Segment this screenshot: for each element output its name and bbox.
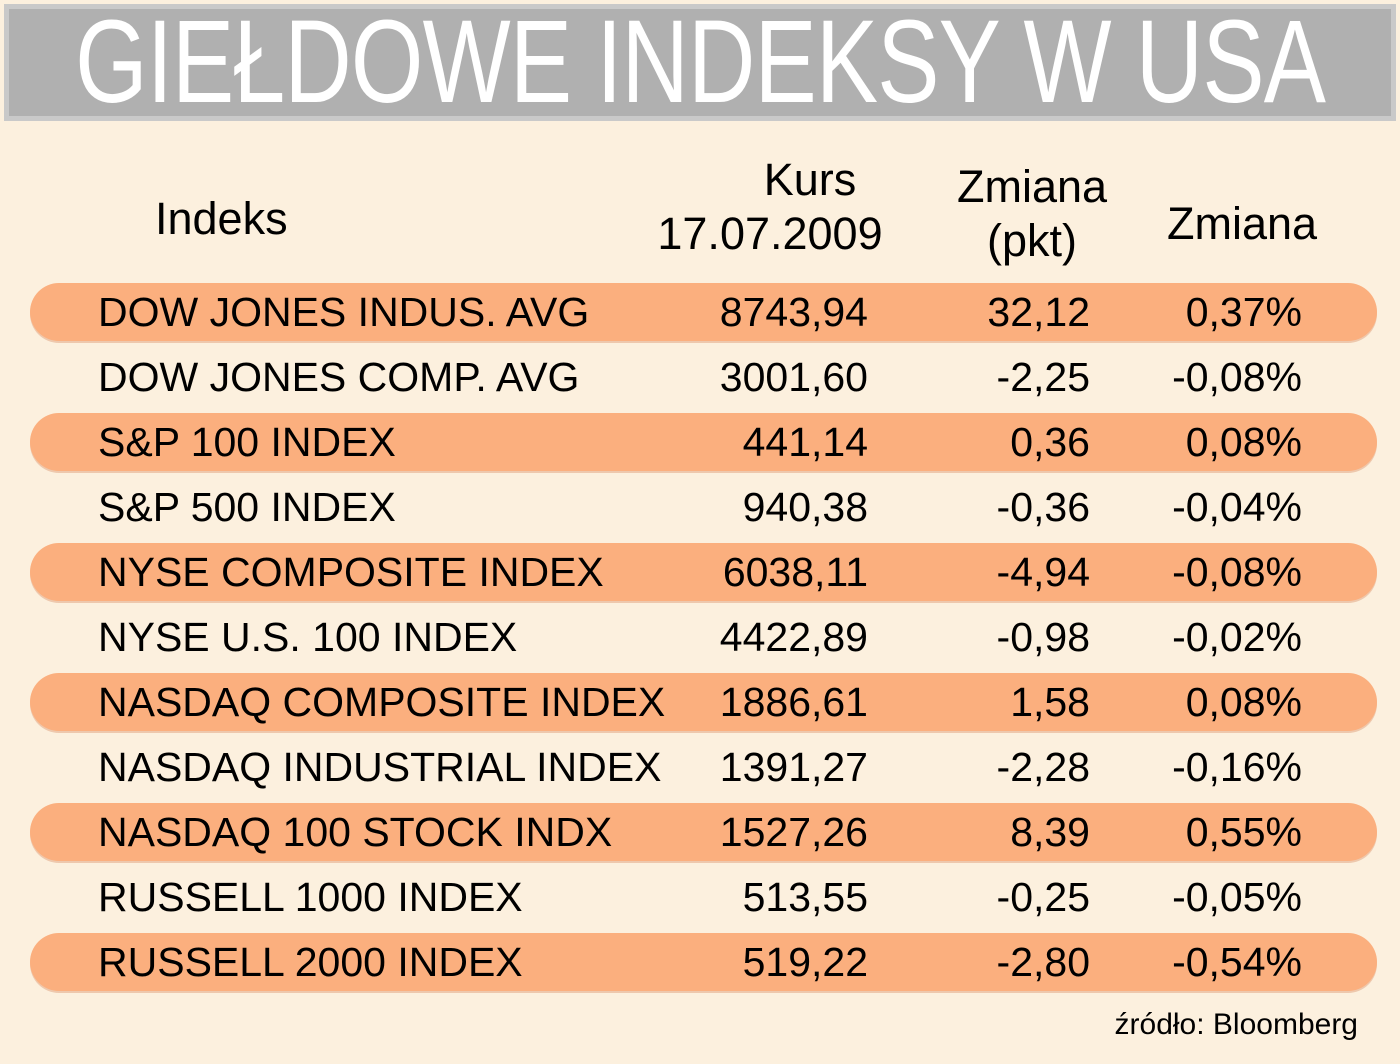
cell-index-name: DOW JONES COMP. AVG	[98, 353, 580, 400]
table-row: S&P 100 INDEX 441,14 0,36 0,08%	[30, 413, 1377, 471]
cell-zmiana-pkt: -0,36	[996, 483, 1090, 530]
cell-zmiana-pkt: -0,98	[996, 613, 1090, 660]
column-header-indeks: Indeks	[155, 193, 288, 244]
cell-zmiana-pkt: -0,25	[996, 873, 1090, 920]
table-row: NASDAQ INDUSTRIAL INDEX 1391,27 -2,28 -0…	[30, 738, 1377, 796]
cell-kurs: 441,14	[742, 418, 868, 465]
index-table: DOW JONES INDUS. AVG 8743,94 32,12 0,37%…	[30, 283, 1377, 998]
column-header-kurs: Kurs 17.07.2009	[657, 153, 882, 261]
table-row: RUSSELL 2000 INDEX 519,22 -2,80 -0,54%	[30, 933, 1377, 991]
table-row: DOW JONES COMP. AVG 3001,60 -2,25 -0,08%	[30, 348, 1377, 406]
cell-index-name: DOW JONES INDUS. AVG	[98, 288, 590, 335]
title-bar: GIEŁDOWE INDEKSY W USA	[4, 4, 1396, 121]
cell-zmiana-pkt: 8,39	[1010, 808, 1090, 855]
cell-zmiana-pct: 0,08%	[1185, 418, 1302, 465]
cell-index-name: S&P 100 INDEX	[98, 418, 396, 465]
cell-kurs: 513,55	[742, 873, 868, 920]
table-row: NYSE U.S. 100 INDEX 4422,89 -0,98 -0,02%	[30, 608, 1377, 666]
cell-zmiana-pct: -0,04%	[1172, 483, 1302, 530]
cell-kurs: 3001,60	[719, 353, 868, 400]
cell-zmiana-pkt: -4,94	[996, 548, 1090, 595]
column-header-kurs-line1: Kurs	[763, 154, 857, 205]
cell-kurs: 519,22	[742, 938, 868, 985]
cell-index-name: RUSSELL 1000 INDEX	[98, 873, 523, 920]
column-header-zmiana-pkt-line2: (pkt)	[987, 215, 1077, 266]
cell-kurs: 6038,11	[722, 548, 868, 595]
cell-kurs: 8743,94	[719, 288, 868, 335]
cell-zmiana-pkt: 32,12	[987, 288, 1090, 335]
cell-zmiana-pct: -0,54%	[1172, 938, 1302, 985]
cell-zmiana-pct: -0,02%	[1172, 613, 1302, 660]
column-header-kurs-date: 17.07.2009	[657, 208, 883, 259]
cell-index-name: NYSE U.S. 100 INDEX	[98, 613, 518, 660]
cell-kurs: 1527,26	[719, 808, 868, 855]
column-header-zmiana-pkt-line1: Zmiana	[956, 161, 1108, 212]
cell-zmiana-pct: -0,08%	[1172, 353, 1302, 400]
cell-zmiana-pkt: -2,80	[996, 938, 1090, 985]
cell-zmiana-pkt: 1,58	[1010, 678, 1090, 725]
source-note: źródło: Bloomberg	[1114, 1008, 1358, 1041]
cell-zmiana-pct: -0,16%	[1172, 743, 1302, 790]
cell-zmiana-pct: 0,37%	[1185, 288, 1302, 335]
cell-kurs: 4422,89	[719, 613, 868, 660]
cell-kurs: 1391,27	[719, 743, 868, 790]
cell-kurs: 1886,61	[719, 678, 868, 725]
table-row: RUSSELL 1000 INDEX 513,55 -0,25 -0,05%	[30, 868, 1377, 926]
cell-index-name: NASDAQ INDUSTRIAL INDEX	[98, 743, 662, 790]
table-row: NYSE COMPOSITE INDEX 6038,11 -4,94 -0,08…	[30, 543, 1377, 601]
cell-zmiana-pct: -0,05%	[1172, 873, 1302, 920]
cell-index-name: NASDAQ 100 STOCK INDX	[98, 808, 613, 855]
cell-zmiana-pct: 0,55%	[1185, 808, 1302, 855]
page-title: GIEŁDOWE INDEKSY W USA	[75, 4, 1326, 121]
table-row: NASDAQ 100 STOCK INDX 1527,26 8,39 0,55%	[30, 803, 1377, 861]
cell-zmiana-pct: 0,08%	[1185, 678, 1302, 725]
cell-zmiana-pkt: -2,25	[996, 353, 1090, 400]
table-row: DOW JONES INDUS. AVG 8743,94 32,12 0,37%	[30, 283, 1377, 341]
cell-index-name: RUSSELL 2000 INDEX	[98, 938, 523, 985]
cell-zmiana-pkt: 0,36	[1010, 418, 1090, 465]
column-header-zmiana-pkt: Zmiana (pkt)	[957, 160, 1107, 268]
cell-zmiana-pkt: -2,28	[996, 743, 1090, 790]
cell-index-name: NYSE COMPOSITE INDEX	[98, 548, 604, 595]
cell-index-name: NASDAQ COMPOSITE INDEX	[98, 678, 666, 725]
cell-kurs: 940,38	[742, 483, 868, 530]
cell-zmiana-pct: -0,08%	[1172, 548, 1302, 595]
table-row: NASDAQ COMPOSITE INDEX 1886,61 1,58 0,08…	[30, 673, 1377, 731]
cell-index-name: S&P 500 INDEX	[98, 483, 396, 530]
column-header-zmiana-pct: Zmiana	[1166, 198, 1318, 249]
table-row: S&P 500 INDEX 940,38 -0,36 -0,04%	[30, 478, 1377, 536]
